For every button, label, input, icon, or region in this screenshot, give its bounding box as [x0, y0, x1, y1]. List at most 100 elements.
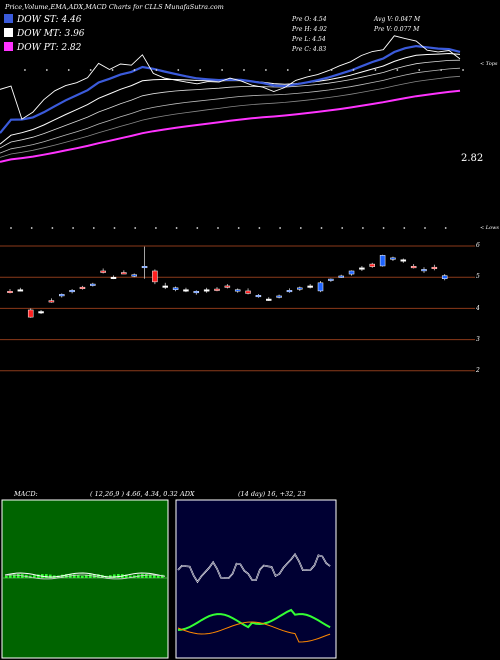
prev-high: Pre H: 4.92 [292, 26, 327, 33]
previous-ohlc: Pre O: 4.54 Pre H: 4.92 Pre L: 4.54 Pre … [292, 15, 327, 55]
candle-body [328, 278, 334, 281]
chart-title: Price,Volume,EMA,ADX,MACD Charts for CLL… [5, 3, 224, 11]
candle-body [17, 289, 24, 292]
candle-body [297, 287, 303, 290]
signal-dot [155, 69, 158, 71]
candle-body [317, 282, 324, 292]
candle-body [27, 309, 34, 318]
signal-dot [89, 69, 92, 71]
signal-dot [462, 69, 464, 71]
candle-body [79, 286, 86, 289]
candle-body [276, 295, 282, 298]
signal-dot [72, 227, 74, 229]
signal-dot [382, 227, 385, 229]
candle-body [369, 263, 375, 267]
macd-histogram-bar [157, 575, 160, 578]
adx-minus-di-line [177, 608, 331, 631]
candle-body [359, 267, 365, 270]
legend-item-dow-pt: DOW PT: 2.82 [4, 42, 81, 53]
signal-dot [440, 69, 443, 71]
signal-dot [424, 227, 426, 229]
macd-histogram-bar [37, 574, 40, 578]
candle-body [48, 300, 55, 303]
prev-low: Pre L: 4.54 [292, 36, 326, 43]
candle-body [152, 270, 158, 283]
signal-dot [341, 227, 344, 229]
macd-histogram-bar [149, 574, 152, 578]
legend-label: DOW ST: 4.46 [17, 15, 82, 25]
signal-dot [113, 227, 116, 229]
adx-plus-di-inner [177, 553, 331, 583]
macd-signal-line [4, 574, 165, 580]
macd-histogram-bar [9, 575, 12, 578]
legend-swatch [4, 14, 13, 23]
candle-body [131, 274, 137, 277]
candle-body [121, 272, 127, 275]
ema-line [0, 59, 461, 149]
candle-body [69, 290, 75, 293]
y-tick-label: 6 [476, 242, 480, 249]
macd-histogram-bar [13, 574, 16, 578]
candle-body [214, 288, 220, 291]
signal-dot [111, 69, 114, 71]
ema-end-value: 2.82 [461, 153, 484, 164]
signal-dot [279, 227, 281, 229]
candle-body [234, 289, 241, 292]
signal-dot [67, 69, 70, 71]
macd-histogram-bar [45, 574, 48, 578]
signal-dot [362, 227, 364, 229]
candle-body [141, 266, 148, 269]
candle-body [286, 290, 293, 293]
avg-volume: Avg V: 0.047 M [374, 16, 421, 23]
candle-body [266, 298, 272, 301]
candle-body [410, 266, 417, 269]
macd-params: ( 12,26,9 ) 4.66, 4.34, 0.32 [90, 490, 178, 498]
macd-histogram-bar [17, 574, 20, 578]
candle-body [193, 290, 200, 294]
legend-swatch [4, 28, 13, 37]
signal-dot [243, 69, 245, 71]
ema-st-line [0, 44, 461, 134]
volume-stats: Avg V: 0.047 M Pre V: 0.077 M [374, 15, 420, 35]
candle-body [245, 290, 251, 294]
signal-dot [258, 227, 261, 229]
macd-histogram-bar [153, 575, 156, 578]
signal-dot [418, 69, 421, 71]
signal-dot [30, 227, 33, 229]
macd-histogram-bar [129, 575, 132, 578]
macd-histogram-bar [33, 575, 36, 578]
macd-histogram-bar [145, 574, 148, 578]
macd-histogram-bar [141, 574, 144, 578]
macd-panel [1, 499, 169, 659]
macd-histogram-bar [49, 574, 52, 578]
candle-body [100, 270, 106, 273]
candle-body [348, 270, 355, 275]
y-tick-label: 5 [476, 273, 480, 280]
macd-histogram-bar [5, 576, 8, 578]
adx-line [177, 621, 331, 643]
candle-body [255, 295, 262, 298]
legend-label: DOW MT: 3.96 [17, 29, 85, 39]
macd-histogram-bar [65, 574, 68, 578]
y-tick-label: 4 [476, 305, 480, 312]
macd-histogram-bar [81, 575, 84, 578]
candle-body [338, 275, 344, 278]
signal-dot [320, 227, 323, 229]
signal-dot [444, 227, 447, 229]
candle-body [400, 259, 407, 262]
signal-dot [352, 69, 355, 71]
macd-histogram-bar [113, 574, 116, 578]
candle-body [90, 283, 96, 286]
signal-dot [51, 227, 54, 229]
price-line [0, 35, 461, 120]
candle-body [172, 287, 179, 290]
macd-line [4, 572, 165, 578]
macd-histogram-bar [161, 574, 164, 578]
signal-dot [199, 69, 202, 71]
macd-histogram-bar [77, 575, 80, 578]
macd-label: MACD: [14, 490, 38, 498]
signal-dot [330, 69, 333, 71]
candle-body [38, 311, 44, 314]
signal-dot [265, 69, 267, 71]
signal-dot [396, 69, 399, 71]
